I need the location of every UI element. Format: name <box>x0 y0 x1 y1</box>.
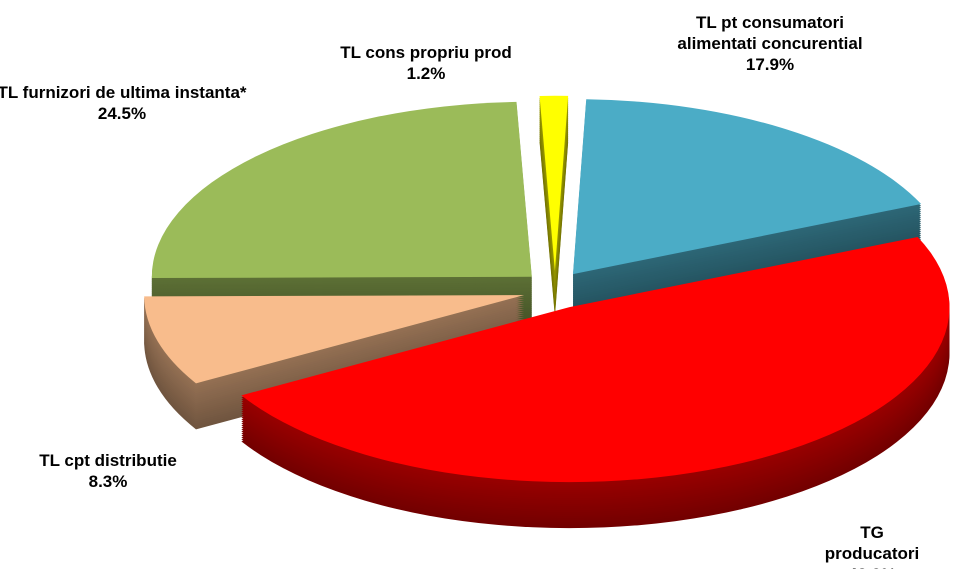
value-label: 8.3% <box>88 472 128 491</box>
category-label: TL cons propriu prod <box>340 43 512 62</box>
slice <box>144 295 525 384</box>
slice-label: TL furnizori de ultima instanta* 24.5% <box>0 82 247 124</box>
slice <box>539 95 569 271</box>
value-label: 1.2% <box>406 64 446 83</box>
slice <box>241 236 950 483</box>
category-label: TL furnizori de ultima instanta* <box>0 83 247 102</box>
slice <box>151 101 532 279</box>
slice <box>572 99 922 275</box>
value-label: 24.5% <box>97 104 147 123</box>
slice-label: TG producatori48.2% <box>822 522 923 569</box>
value-label: 17.9% <box>745 55 795 74</box>
category-label: TG producatori <box>824 523 920 563</box>
value-label: 48.2% <box>822 564 923 569</box>
category-label: TL pt consumatori alimentati concurentia… <box>677 13 863 53</box>
category-label: TL cpt distributie <box>39 451 177 470</box>
slice-label: TL cpt distributie 8.3% <box>39 450 177 492</box>
slice-label: TL cons propriu prod 1.2% <box>340 42 512 84</box>
slice-label: TL pt consumatori alimentati concurentia… <box>670 12 870 75</box>
